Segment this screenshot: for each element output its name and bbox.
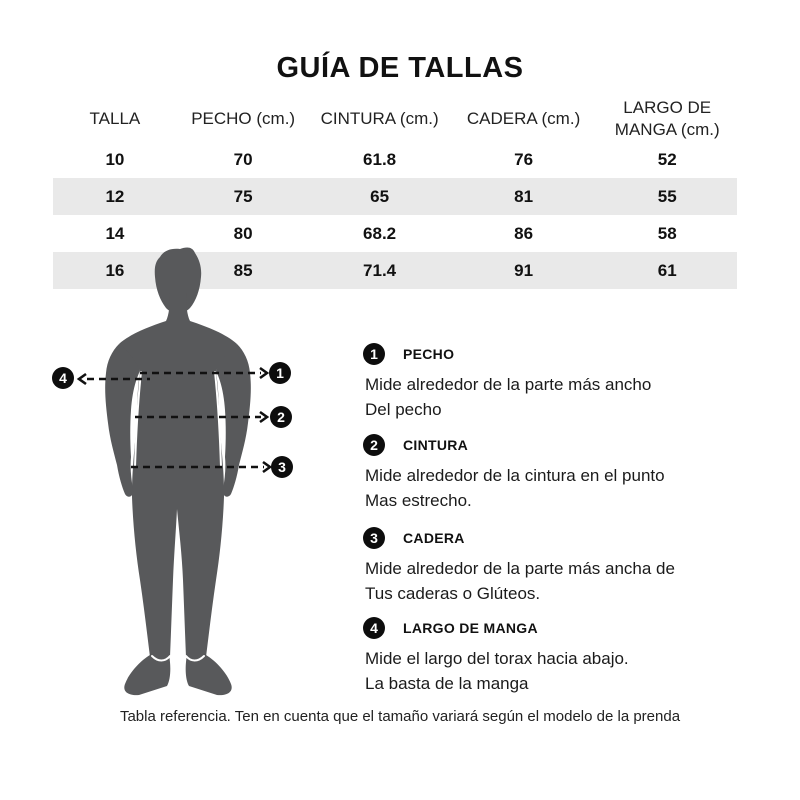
male-silhouette-diagram: 1 2 3 4 — [52, 247, 293, 696]
description-line: Mide alrededor de la cintura en el punto — [365, 466, 665, 485]
cell-manga: 55 — [657, 186, 677, 206]
section-heading: 2 CINTURA — [363, 434, 665, 456]
section-label: PECHO — [403, 346, 455, 362]
size-table-header-row: TALLA PECHO (cm.) CINTURA (cm.) CADERA (… — [53, 97, 737, 141]
description-line: Mide alrededor de la parte más ancha de — [365, 559, 675, 578]
reference-note: Tabla referencia. Ten en cuenta que el t… — [119, 708, 681, 725]
column-header-pecho: PECHO (cm.) — [191, 109, 296, 128]
section-description: Mide alrededor de la parte más ancha de … — [365, 556, 675, 606]
cell-pecho: 70 — [233, 149, 253, 169]
number-badge-icon: 4 — [363, 617, 385, 639]
figure-head — [154, 247, 202, 313]
male-silhouette — [105, 247, 251, 696]
figure-left-shoe — [124, 655, 171, 696]
hip-arrowhead-icon — [262, 460, 273, 474]
description-line: Mas estrecho. — [365, 491, 472, 510]
page-title: GUÍA DE TALLAS — [276, 52, 524, 84]
cell-cintura: 71.4 — [363, 260, 397, 280]
measurement-figure: 1 2 3 4 — [40, 245, 310, 710]
cell-talla: 16 — [105, 260, 125, 280]
section-description: Mide alrededor de la parte más ancho Del… — [365, 372, 651, 422]
sleeve-marker-number: 4 — [59, 370, 67, 386]
waist-arrowhead-icon — [259, 410, 270, 424]
chest-arrowhead-icon — [259, 366, 270, 380]
column-header-cintura: CINTURA (cm.) — [320, 109, 439, 128]
description-line: Tus caderas o Glúteos. — [365, 584, 541, 603]
column-header-cadera: CADERA (cm.) — [466, 109, 581, 128]
measurement-section-cintura: 2 CINTURA Mide alrededor de la cintura e… — [363, 434, 665, 513]
section-heading: 3 CADERA — [363, 527, 675, 549]
cell-manga: 58 — [657, 223, 677, 243]
figure-right-arm — [216, 344, 251, 497]
figure-body — [119, 293, 237, 657]
cell-pecho: 75 — [233, 186, 253, 206]
section-label: LARGO DE MANGA — [403, 620, 538, 636]
table-row: 14 80 68.2 86 58 — [53, 215, 737, 252]
section-heading: 1 PECHO — [363, 343, 651, 365]
measurement-section-pecho: 1 PECHO Mide alrededor de la parte más a… — [363, 343, 651, 422]
cell-cintura: 61.8 — [363, 149, 397, 169]
description-line: Mide alrededor de la parte más ancho — [365, 375, 652, 394]
cell-manga: 52 — [657, 149, 677, 169]
sleeve-arrowhead-icon — [76, 372, 87, 386]
section-label: CINTURA — [403, 437, 469, 453]
column-header-manga: LARGO DE MANGA (cm.) — [614, 98, 720, 139]
table-row: 12 75 65 81 55 — [53, 178, 737, 215]
measurement-lines — [76, 366, 273, 474]
number-badge-icon: 2 — [363, 434, 385, 456]
measurement-section-manga: 4 LARGO DE MANGA Mide el largo del torax… — [363, 617, 629, 696]
hip-marker-number: 3 — [278, 459, 286, 475]
measurement-section-cadera: 3 CADERA Mide alrededor de la parte más … — [363, 527, 675, 606]
waist-marker-number: 2 — [277, 409, 285, 425]
waist-marker-badge — [270, 406, 292, 428]
table-row: 10 70 61.8 76 52 — [53, 141, 737, 178]
cell-talla: 14 — [105, 223, 125, 243]
figure-right-arm-gap — [214, 371, 222, 468]
description-line: La basta de la manga — [365, 674, 529, 693]
description-line: Mide el largo del torax hacia abajo. — [365, 649, 629, 668]
description-line: Del pecho — [365, 400, 442, 419]
cell-talla: 10 — [105, 149, 125, 169]
figure-right-shoe — [185, 655, 232, 696]
number-badge-icon: 3 — [363, 527, 385, 549]
section-description: Mide el largo del torax hacia abajo. La … — [365, 646, 629, 696]
cell-cadera: 81 — [514, 186, 534, 206]
cell-cintura: 65 — [370, 186, 390, 206]
cell-cadera: 86 — [514, 223, 534, 243]
figure-left-ankle-notch — [151, 655, 171, 662]
section-description: Mide alrededor de la cintura en el punto… — [365, 463, 665, 513]
section-label: CADERA — [403, 530, 465, 546]
cell-manga: 61 — [657, 260, 677, 280]
chest-marker-badge — [269, 362, 291, 384]
section-heading: 4 LARGO DE MANGA — [363, 617, 629, 639]
cell-cadera: 76 — [514, 149, 534, 169]
cell-pecho: 80 — [233, 223, 253, 243]
figure-right-ankle-notch — [185, 655, 205, 662]
marker-badges: 1 2 3 4 — [52, 362, 293, 478]
hip-marker-badge — [271, 456, 293, 478]
number-badge-icon: 1 — [363, 343, 385, 365]
figure-left-arm — [105, 344, 140, 497]
chest-marker-number: 1 — [276, 365, 284, 381]
cell-pecho: 85 — [233, 260, 253, 280]
cell-talla: 12 — [105, 186, 125, 206]
column-header-talla: TALLA — [89, 109, 141, 128]
cell-cintura: 68.2 — [363, 223, 397, 243]
cell-cadera: 91 — [514, 260, 534, 280]
sleeve-marker-badge — [52, 367, 74, 389]
